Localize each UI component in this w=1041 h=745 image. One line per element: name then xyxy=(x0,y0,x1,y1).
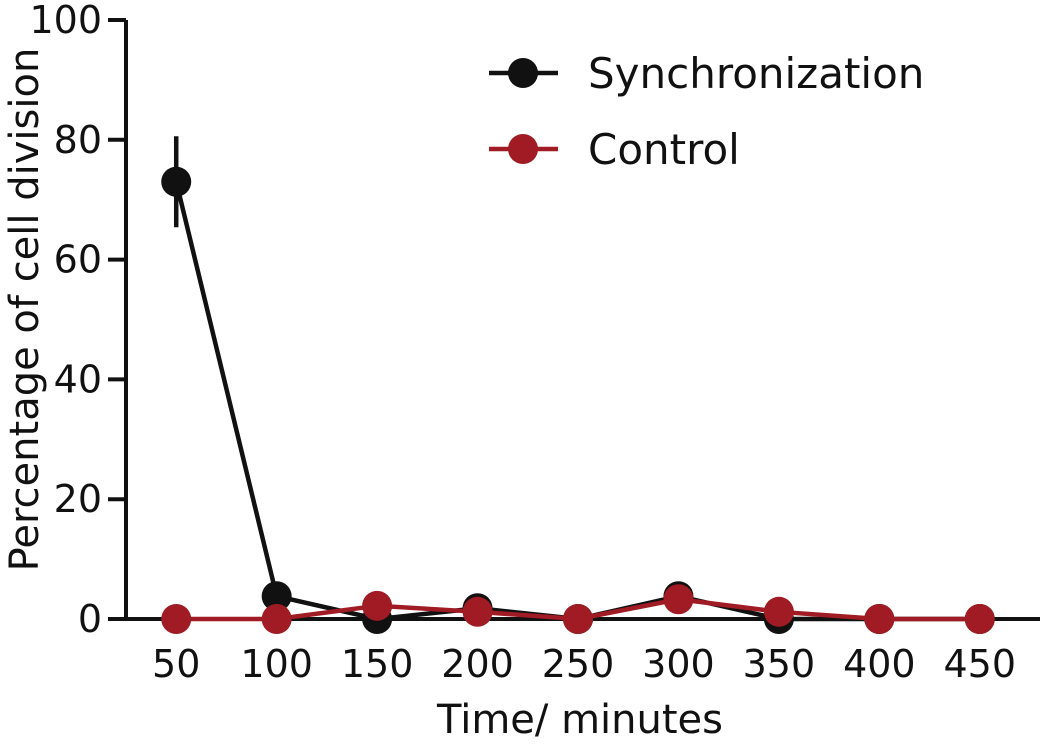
y-axis-title: Percentage of cell division xyxy=(2,48,48,572)
data-point xyxy=(563,604,593,634)
x-tick-label: 400 xyxy=(843,642,916,686)
y-tick-label: 60 xyxy=(54,238,102,282)
legend-label: Synchronization xyxy=(588,49,924,98)
x-tick-label: 150 xyxy=(341,642,414,686)
data-point xyxy=(462,596,493,627)
legend-item: Synchronization xyxy=(489,49,924,98)
x-axis-title: Time/ minutes xyxy=(436,697,723,743)
data-point xyxy=(261,581,292,612)
y-tick-label: 0 xyxy=(78,597,102,641)
y-tick-label: 100 xyxy=(29,0,102,42)
legend: Synchronization Control xyxy=(489,49,924,174)
y-tick-label: 20 xyxy=(54,477,102,521)
x-tick-label: 100 xyxy=(240,642,313,686)
x-tick-label: 250 xyxy=(542,642,615,686)
series-line xyxy=(174,181,980,622)
legend-marker xyxy=(508,134,538,164)
x-tick-label: 50 xyxy=(152,642,200,686)
x-tick-label: 350 xyxy=(743,642,816,686)
x-ticks: 50 100 150 200 250 300 350 400 450 xyxy=(152,642,1016,686)
data-point xyxy=(763,596,794,627)
series-control xyxy=(161,584,995,634)
x-tick-label: 450 xyxy=(944,642,1017,686)
legend-item: Control xyxy=(489,125,740,174)
data-point xyxy=(964,604,995,634)
data-point xyxy=(161,604,192,634)
legend-marker xyxy=(508,58,538,88)
series-synchronization xyxy=(161,136,995,634)
y-ticks: 0 20 40 60 80 100 xyxy=(29,0,126,641)
y-tick-label: 40 xyxy=(54,357,102,401)
data-point xyxy=(864,604,895,634)
series xyxy=(161,136,995,634)
data-point xyxy=(362,590,393,621)
x-tick-label: 300 xyxy=(642,642,715,686)
data-point xyxy=(663,584,694,615)
legend-label: Control xyxy=(588,125,740,174)
data-point xyxy=(161,166,192,197)
data-point xyxy=(261,604,292,634)
y-tick-label: 80 xyxy=(54,118,102,162)
x-tick-label: 200 xyxy=(441,642,514,686)
